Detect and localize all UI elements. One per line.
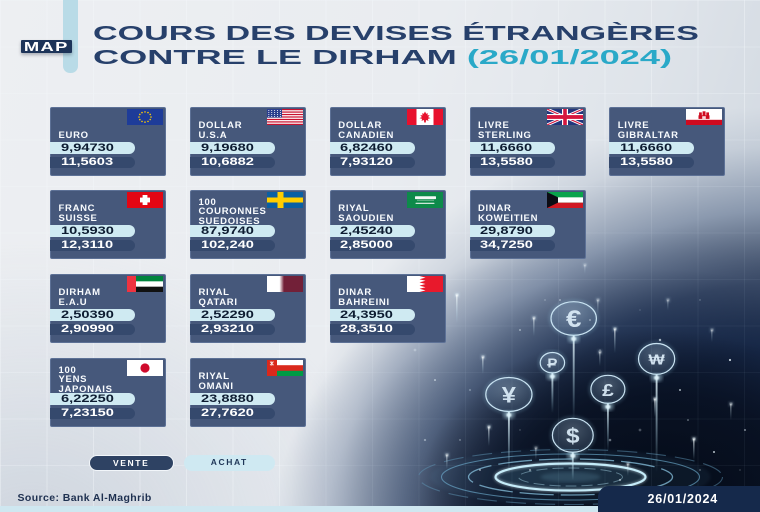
svg-text:$: $	[566, 423, 580, 447]
svg-text:€: €	[566, 305, 581, 333]
svg-text:£: £	[602, 380, 614, 400]
svg-text:P: P	[547, 355, 557, 370]
svg-text:¥: ¥	[502, 383, 517, 408]
